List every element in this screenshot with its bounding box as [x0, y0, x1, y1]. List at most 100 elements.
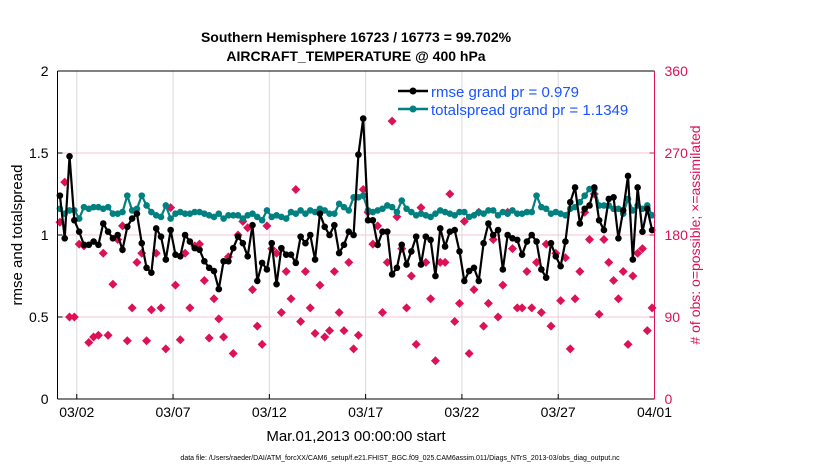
totalspread-point [509, 207, 516, 214]
obs-count-point [512, 303, 522, 313]
obs-count-point [570, 294, 580, 304]
rmse-point [566, 198, 574, 206]
obs-count-point [623, 339, 633, 349]
totalspread-point [234, 212, 242, 219]
rmse-point [398, 241, 406, 249]
obs-count-point [262, 221, 272, 231]
totalspread-point [528, 208, 536, 216]
obs-count-point [281, 266, 291, 276]
rmse-point [581, 205, 588, 213]
obs-count-point [565, 344, 575, 354]
rmse-point [85, 241, 93, 249]
totalspread-point [292, 210, 300, 217]
rmse-point [99, 220, 107, 227]
obs-count-point [214, 314, 224, 324]
obs-count-point [291, 184, 301, 194]
rmse-point [201, 257, 208, 265]
rmse-point [451, 226, 458, 234]
rmse-point [470, 264, 478, 272]
obs-count-point [546, 321, 556, 331]
totalspread-point [282, 215, 290, 222]
rmse-point [576, 220, 584, 227]
rmse-point [436, 225, 444, 232]
rmse-point [393, 264, 401, 272]
rmse-point [465, 267, 473, 275]
obs-count-point [416, 203, 426, 213]
rmse-point [374, 241, 381, 249]
rmse-point [383, 228, 391, 236]
totalspread-point [513, 210, 521, 217]
totalspread-point [210, 213, 218, 221]
obs-count-point [464, 348, 474, 358]
totalspread-point [249, 210, 256, 217]
obs-count-point [498, 280, 508, 290]
totalspread-point [104, 203, 112, 211]
obs-count-point [156, 303, 166, 313]
obs-count-point [507, 244, 517, 254]
rmse-point [552, 253, 560, 260]
rmse-point [417, 261, 425, 268]
y-tick-label: 1.5 [29, 145, 49, 161]
rmse-point [263, 266, 271, 273]
obs-count-point [132, 257, 142, 267]
rmse-point [321, 223, 329, 231]
obs-count-point [98, 248, 108, 258]
totalspread-point [489, 207, 497, 214]
rmse-point [639, 228, 646, 236]
rmse-point [176, 253, 184, 260]
rmse-point [225, 257, 232, 265]
totalspread-point [335, 200, 343, 208]
obs-count-point [469, 285, 479, 295]
x-tick-label: 03/22 [444, 404, 479, 420]
obs-count-point [84, 338, 94, 348]
rmse-point [196, 246, 203, 254]
rmse-point [441, 243, 449, 250]
rmse-point [475, 277, 483, 285]
legend-totalspread-marker [409, 105, 417, 113]
obs-count-point [633, 248, 643, 258]
rmse-point [119, 246, 126, 254]
obs-count-point [556, 296, 566, 306]
x-tick-label: 03/12 [252, 404, 287, 420]
obs-count-point [161, 344, 171, 354]
rmse-point [456, 248, 463, 255]
rmse-point [109, 234, 117, 242]
rmse-point [403, 261, 410, 268]
obs-count-point [594, 309, 604, 319]
totalspread-point [456, 208, 463, 216]
y2-tick-label: 90 [665, 309, 681, 325]
y-tick-label: 2 [41, 63, 49, 79]
rmse-point [629, 256, 637, 263]
rmse-point [148, 269, 155, 277]
totalspread-point [225, 212, 232, 219]
rmse-point [595, 216, 603, 224]
rmse-point [547, 239, 555, 247]
obs-count-point [613, 294, 623, 304]
rmse-point [157, 233, 165, 240]
obs-count-point [103, 330, 113, 340]
rmse-point [220, 257, 227, 265]
totalspread-point [162, 202, 170, 209]
obs-count-point [315, 280, 325, 290]
obs-count-point [618, 266, 628, 276]
totalspread-point [302, 210, 309, 217]
rmse-point [619, 207, 627, 214]
totalspread-point [388, 203, 396, 211]
rmse-point [388, 271, 396, 278]
rmse-point [533, 238, 540, 245]
rmse-point [340, 241, 348, 249]
rmse-point [624, 172, 632, 180]
totalspread-point [297, 207, 304, 214]
rmse-point [364, 216, 372, 224]
totalspread-point [408, 208, 415, 216]
obs-count-point [450, 317, 460, 327]
rmse-point [254, 277, 261, 285]
rmse-point [167, 226, 174, 234]
rmse-point [523, 238, 531, 245]
rmse-point [104, 228, 112, 236]
obs-count-point [339, 326, 349, 336]
y-tick-label: 0.5 [29, 309, 49, 325]
obs-count-point [575, 266, 585, 276]
rmse-point [355, 151, 362, 158]
obs-count-point [522, 266, 532, 276]
